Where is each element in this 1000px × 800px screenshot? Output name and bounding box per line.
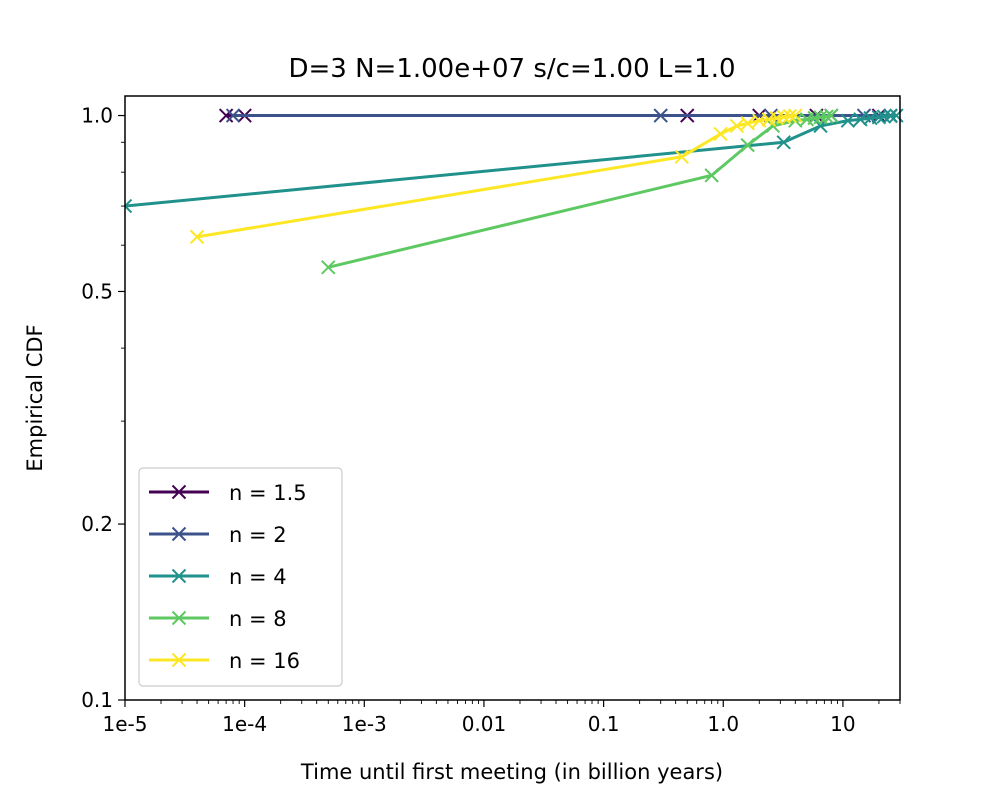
legend-label: n = 2 [229, 523, 287, 547]
data-point-marker [674, 149, 689, 164]
chart-title: D=3 N=1.00e+07 s/c=1.00 L=1.0 [288, 54, 735, 84]
x-tick-label: 10 [830, 712, 855, 736]
data-point-marker [765, 118, 781, 134]
legend-marker [171, 484, 187, 500]
legend-label: n = 16 [229, 649, 300, 673]
legend-label: n = 8 [229, 607, 287, 631]
legend-label: n = 4 [229, 565, 287, 589]
data-point-marker [876, 109, 892, 124]
legend-label: n = 1.5 [229, 481, 307, 505]
data-point-marker [824, 108, 839, 123]
legend-item: n = 4 [149, 565, 287, 589]
x-tick-label: 1e-5 [103, 712, 148, 736]
data-point-marker [218, 108, 234, 123]
legend-box [138, 467, 343, 687]
data-point-marker [125, 198, 133, 214]
legend-item: n = 1.5 [149, 481, 307, 505]
data-point-marker [776, 109, 791, 125]
legend-item: n = 2 [149, 523, 287, 547]
y-tick-label: 0.1 [81, 688, 113, 712]
x-tick-label: 1e-3 [342, 712, 387, 736]
legend-marker [171, 610, 187, 626]
data-point-marker [740, 116, 755, 131]
legend-marker [171, 568, 187, 584]
x-tick-label: 1e-4 [222, 712, 267, 736]
data-point-marker [840, 113, 856, 128]
legend-marker [171, 652, 187, 668]
y-tick-label: 0.2 [81, 512, 113, 536]
x-tick-label: 1.0 [707, 712, 739, 736]
data-point-marker [819, 109, 834, 124]
data-point-marker [871, 110, 887, 125]
y-axis-label: Empirical CDF [23, 324, 47, 471]
data-point-marker [225, 108, 241, 123]
y-tick-label: 1.0 [81, 104, 113, 128]
data-point-marker [713, 126, 728, 142]
data-point-marker [776, 135, 791, 150]
data-point-marker [729, 118, 745, 134]
y-tick-label: 0.5 [81, 279, 113, 303]
data-point-marker [807, 110, 822, 126]
legend-item: n = 16 [149, 649, 300, 673]
legend: n = 1.5 n = 2 n = 4 n = 8 n = 16 [138, 467, 343, 687]
series-line [125, 114, 897, 208]
x-axis-label: Time until first meeting (in billion yea… [300, 760, 723, 784]
plot-frame [124, 95, 901, 701]
data-point-marker [740, 137, 755, 153]
series-4 [189, 108, 803, 245]
data-point-marker [653, 108, 668, 123]
x-tick-label: 0.1 [588, 712, 620, 736]
plot-area [125, 108, 904, 275]
series-2 [125, 108, 904, 214]
data-point-marker [782, 108, 798, 124]
data-point-marker [704, 168, 719, 183]
legend-item: n = 8 [149, 607, 287, 631]
legend-marker [171, 526, 187, 542]
y-axis-ticks: 0.1 0.2 0.5 1.0 [81, 104, 125, 712]
data-point-marker [189, 229, 205, 245]
data-point-marker [883, 108, 898, 124]
data-point-marker [321, 260, 336, 275]
x-tick-label: 0.01 [462, 712, 507, 736]
data-point-marker [788, 108, 803, 123]
